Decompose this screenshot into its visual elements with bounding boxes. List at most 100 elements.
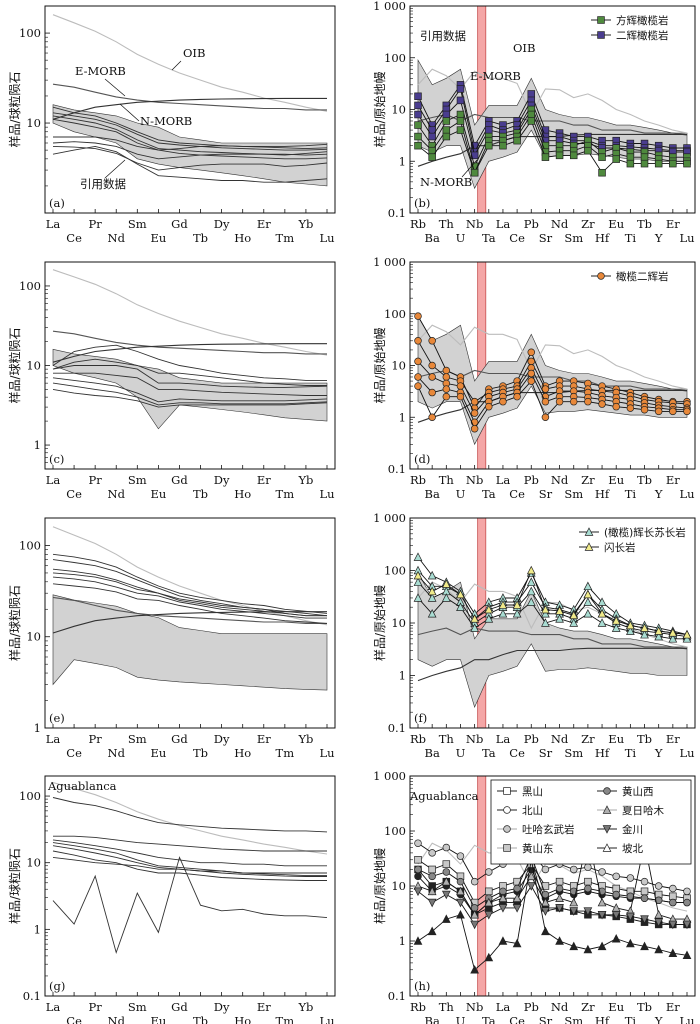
y-tick-label: 1 [399,934,406,948]
data-point [442,126,451,134]
data-point [669,159,677,168]
data-point [611,616,621,625]
data-point [442,392,451,401]
data-point [654,909,664,919]
annotation-text: Aguablanca [409,789,479,803]
data-point [456,898,465,908]
data-point [427,886,437,896]
legend-label: 北山 [522,805,543,817]
x-tick-label: Ce [66,1014,82,1024]
data-point [513,136,521,145]
x-tick-label: Tb [193,746,208,760]
data-point [640,623,649,632]
data-point [470,877,479,886]
data-point [654,944,664,954]
x-tick-label: U [456,487,466,501]
data-point [456,602,465,611]
data-point [683,887,691,896]
series-line [52,781,328,855]
legend-label: 金川 [622,823,643,836]
x-tick-label: Hf [595,487,610,501]
x-tick-label: Eu [150,231,166,245]
data-point [441,579,451,588]
series-line [53,136,328,151]
x-tick-label: Hf [595,1014,610,1024]
x-tick-label: Pb [524,1000,539,1014]
x-tick-label: Ce [66,487,82,501]
data-point [583,944,593,954]
x-tick-label: La [46,732,61,746]
x-tick-label: Sr [539,1014,553,1024]
data-point [555,884,564,893]
data-point [526,577,536,586]
y-tick-label: 100 [384,824,406,838]
x-tick-label: Ho [234,487,251,501]
data-point [654,896,663,905]
data-point [555,936,564,945]
annotation-text: Aguablanca [47,779,117,793]
legend-marker-icon [602,825,612,834]
legend-label: (橄榄)辉长苏长岩 [604,526,686,539]
x-tick-label: Ti [625,487,637,501]
y-tick-label: 0.1 [388,462,406,476]
x-tick-label: La [496,473,511,487]
panel-h: 0.1 1 10 100 1 000 样品/原始地幔 RbBaThUNbTaLaCePbSr… [372,769,696,1024]
data-point [541,926,550,936]
x-tick-label: Tm [276,1014,295,1024]
data-point [626,874,635,882]
legend-label: 二辉橄榄岩 [616,29,669,42]
x-tick-label: Sm [128,473,147,487]
data-point [470,397,479,406]
data-point [654,918,664,927]
y-tick-label: 0.1 [388,721,406,735]
series-line [417,324,688,390]
data-point [583,608,593,618]
x-tick-label: Sr [539,487,553,501]
panel-label: (a) [49,196,65,210]
data-point [442,860,451,868]
x-tick-label: Sr [539,231,553,245]
x-tick-label: Y [654,487,663,501]
data-point [512,608,522,618]
x-tick-label: Gd [171,1000,188,1014]
data-point [611,933,621,943]
data-point [485,887,493,896]
x-tick-label: Dy [214,1000,230,1014]
x-tick-label: Ce [509,487,525,501]
y-tick-label: 1 000 [373,255,406,269]
data-point [414,110,422,119]
data-point [625,620,635,630]
data-point [498,893,508,902]
x-tick-label: Y [654,1014,663,1024]
data-point [682,629,692,639]
annotation-text: N-MORB [140,114,192,128]
y-tick-label: 10 [391,879,406,893]
x-tick-label: Lu [679,231,694,245]
data-point [428,337,436,345]
x-tick-label: Ce [66,746,82,760]
data-point [527,357,536,366]
data-point [583,581,593,591]
series-line [52,596,327,624]
series-line [52,330,327,355]
x-tick-label: La [496,732,511,746]
data-point [527,90,536,98]
x-tick-label: La [46,473,61,487]
data-point [470,168,479,177]
legend-marker-icon [503,787,511,795]
data-point [413,936,423,945]
data-point [597,941,607,951]
data-point [442,132,451,141]
data-point [428,865,436,874]
x-tick-label: Zr [581,473,595,487]
data-point [442,117,451,125]
series-line [52,388,328,408]
data-point [541,608,550,618]
y-axis-label: 样品/球粒陨石 [7,585,22,661]
legend-marker-icon [584,527,594,536]
data-point [428,153,436,161]
data-point [484,614,494,623]
data-point [654,882,663,890]
